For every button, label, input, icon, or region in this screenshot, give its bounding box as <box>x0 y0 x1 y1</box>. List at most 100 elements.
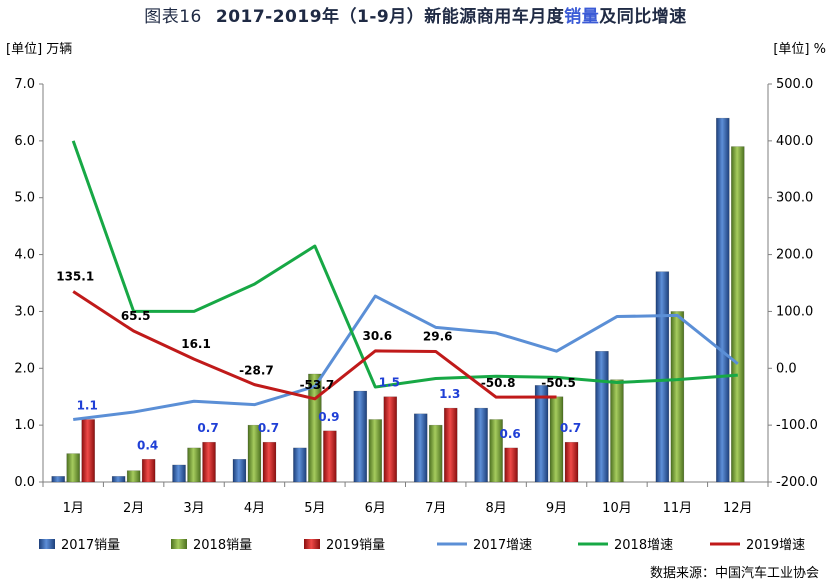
bar-2019销量 <box>262 441 277 483</box>
x-tick-label: 4月 <box>244 501 265 516</box>
bar-2017销量 <box>413 413 428 483</box>
x-tick-label: 7月 <box>425 501 446 516</box>
x-tick-label: 8月 <box>485 501 506 516</box>
data-label-2019-sales: 1.1 <box>77 398 98 412</box>
line-2018增速 <box>71 140 738 389</box>
data-label-2019-growth: 16.1 <box>181 337 211 351</box>
legend-label-2018销量: 2018销量 <box>193 538 252 553</box>
data-label-2019-growth: -50.5 <box>541 376 576 390</box>
y-left-tick-label: 2.0 <box>14 361 35 376</box>
x-tick-label: 6月 <box>365 501 386 516</box>
y-left-tick-label: 6.0 <box>14 134 35 149</box>
data-label-2019-sales: 0.7 <box>560 421 581 435</box>
bar-2019销量 <box>564 441 579 483</box>
bar-2017销量 <box>172 464 186 483</box>
x-tick-label: 10月 <box>602 501 632 516</box>
data-label-2019-sales: 0.9 <box>318 410 339 424</box>
x-tick-label: 5月 <box>304 501 325 516</box>
line-2017增速 <box>73 294 739 421</box>
bar-2018销量 <box>368 419 383 483</box>
title-main: 2017-2019年（1-9月）新能源商用车月度 <box>215 7 565 27</box>
bar-2019销量 <box>81 419 95 483</box>
y-right-tick-label: 200.0 <box>776 248 813 263</box>
bar-2017销量 <box>51 476 65 483</box>
y-left-tick-label: 3.0 <box>14 304 35 319</box>
legend-label-2019增速: 2019增速 <box>746 538 805 553</box>
legend-label-2019销量: 2019销量 <box>326 538 385 553</box>
x-tick-label: 2月 <box>123 501 144 516</box>
legend: 2017销量 2018销量 2019销量 2017增速 2018增速 2019增速 <box>39 538 805 553</box>
bar-2017销量 <box>232 459 247 483</box>
data-label-2019-growth: 65.5 <box>121 309 151 323</box>
x-tick-label: 11月 <box>663 501 693 516</box>
x-tick-label: 9月 <box>546 501 567 516</box>
bar-2018销量 <box>247 424 262 483</box>
bar-2018销量 <box>66 453 80 483</box>
data-source: 数据来源：中国汽车工业协会 <box>649 566 819 581</box>
x-tick-label: 12月 <box>723 501 753 516</box>
bar-2017销量 <box>111 476 126 483</box>
data-label-2019-growth: 135.1 <box>56 269 94 283</box>
bar-2018销量 <box>308 373 322 483</box>
y-left-tick-label: 4.0 <box>14 248 35 263</box>
bar-2019销量 <box>323 430 337 483</box>
y-left-unit: [单位] 万辆 <box>6 42 72 57</box>
bar-2018销量 <box>610 379 624 483</box>
data-label-2019-sales: 1.3 <box>439 387 460 401</box>
legend-label-2017增速: 2017增速 <box>473 538 532 553</box>
line-2019增速 <box>72 290 557 401</box>
bar-2017销量 <box>474 407 488 483</box>
data-label-2019-sales: 1.5 <box>379 376 400 390</box>
bar-2018销量 <box>549 396 564 483</box>
legend-swatch-2019销量 <box>304 539 320 549</box>
bar-2018销量 <box>731 146 745 483</box>
bar-2019销量 <box>202 441 216 483</box>
plot-area: 0.0 1.0 2.0 3.0 4.0 5.0 6.0 7.0 -200.0 -100.0 0.0 1… <box>6 42 826 516</box>
data-label-2019-sales: 0.4 <box>137 438 158 452</box>
y-left-tick-label: 5.0 <box>14 191 35 206</box>
x-tick-label: 1月 <box>63 501 84 516</box>
data-label-2019-sales: 0.7 <box>258 421 279 435</box>
title-highlight: 销量 <box>564 7 600 27</box>
data-label-2019-growth: -28.7 <box>239 364 274 378</box>
y-right-tick-label: 400.0 <box>776 134 813 149</box>
legend-swatch-2018销量 <box>171 539 187 549</box>
bar-2019销量 <box>141 459 156 483</box>
bar-2018销量 <box>187 447 201 483</box>
y-right-tick-label: -100.0 <box>776 418 818 433</box>
legend-label-2018增速: 2018增速 <box>614 538 673 553</box>
bar-2017销量 <box>534 385 549 483</box>
title-suffix: 及同比增速 <box>599 7 687 27</box>
data-label-2019-growth: 29.6 <box>423 329 453 343</box>
data-label-2019-sales: 0.6 <box>499 427 520 441</box>
bar-2018销量 <box>428 424 443 483</box>
bar-2017销量 <box>716 117 730 483</box>
bar-2018销量 <box>489 419 503 483</box>
y-right-tick-label: 0.0 <box>776 361 797 376</box>
data-label-2019-growth: -53.7 <box>300 378 335 392</box>
y-right-tick-label: 100.0 <box>776 304 813 319</box>
legend-label-2017销量: 2017销量 <box>61 538 120 553</box>
y-right-tick-label: 500.0 <box>776 77 813 92</box>
figure-number: 图表16 <box>144 7 202 27</box>
data-label-2019-growth: -50.8 <box>481 376 516 390</box>
y-right-tick-label: 300.0 <box>776 191 813 206</box>
bar-2017销量 <box>353 390 368 483</box>
y-left-tick-label: 0.0 <box>14 475 35 490</box>
y-left-tick-label: 1.0 <box>14 418 35 433</box>
bar-2017销量 <box>293 447 307 483</box>
y-left-tick-label: 7.0 <box>14 77 35 92</box>
data-label-2019-growth: 30.6 <box>362 329 392 343</box>
chart-title: 图表16 2017-2019年（1-9月）新能源商用车月度销量及同比增速 <box>0 2 831 27</box>
bar-2019销量 <box>383 396 398 483</box>
bar-2019销量 <box>443 407 458 483</box>
bar-2019销量 <box>504 447 518 483</box>
y-right-tick-label: -200.0 <box>776 475 818 490</box>
bar-2018销量 <box>670 311 685 483</box>
bar-2018销量 <box>126 470 141 483</box>
data-label-2019-sales: 0.7 <box>197 421 218 435</box>
bar-2017销量 <box>655 271 670 483</box>
x-tick-label: 3月 <box>183 501 204 516</box>
bar-2017销量 <box>595 350 609 483</box>
